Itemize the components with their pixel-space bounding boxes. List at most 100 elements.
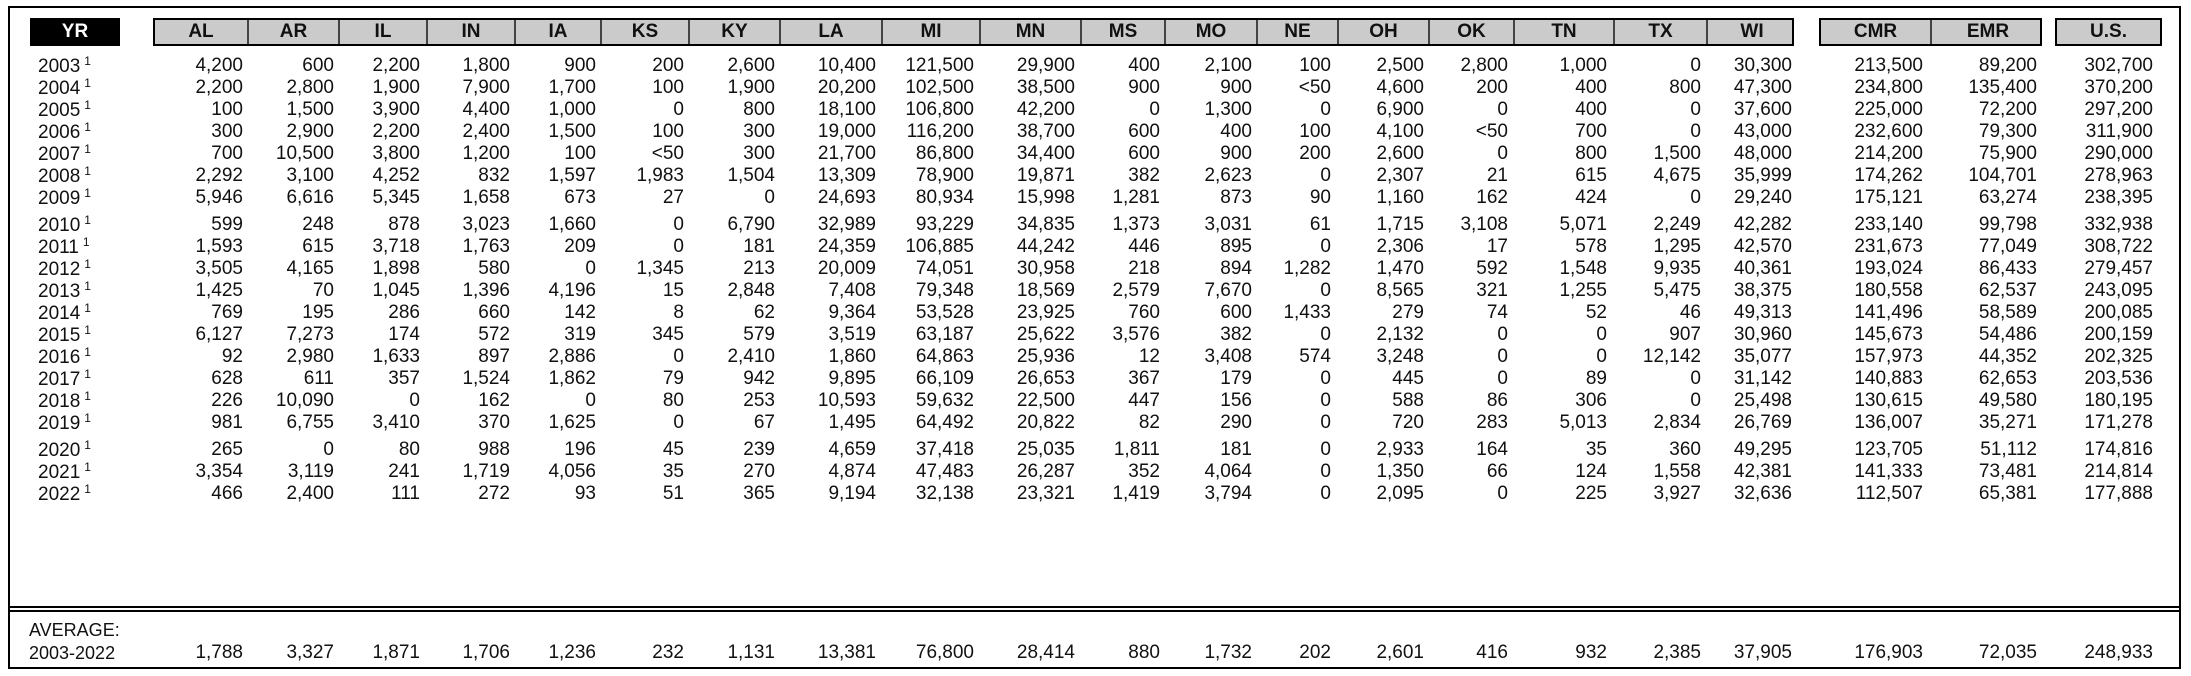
table-cell: 22,500 bbox=[1016, 390, 1075, 411]
table-cell: 48,000 bbox=[1733, 143, 1792, 164]
table-cell: 9,895 bbox=[828, 368, 876, 389]
table-cell: 5,345 bbox=[372, 187, 420, 208]
table-cell: 0 bbox=[1497, 99, 1508, 120]
table-cell: 1,763 bbox=[462, 236, 510, 257]
table-cell: 0 bbox=[585, 390, 596, 411]
table-cell: 1,558 bbox=[1653, 461, 1701, 482]
table-cell: 10,400 bbox=[817, 55, 876, 76]
table-cell: 290 bbox=[1220, 412, 1252, 433]
table-cell: 66,109 bbox=[915, 368, 974, 389]
table-cell: 400 bbox=[1220, 121, 1252, 142]
table-cell: 0 bbox=[1596, 346, 1607, 367]
table-cell: 2,933 bbox=[1376, 439, 1424, 460]
footnote-marker: 1 bbox=[84, 438, 91, 452]
footnote-marker: 1 bbox=[84, 213, 91, 227]
table-cell: 3,031 bbox=[1204, 214, 1252, 235]
table-cell: 2,600 bbox=[727, 55, 775, 76]
table-cell: 4,252 bbox=[372, 165, 420, 186]
table-cell: 64,863 bbox=[915, 346, 974, 367]
year-value: 2022 bbox=[38, 484, 81, 505]
table-cell: 116,200 bbox=[906, 121, 974, 142]
table-cell: 0 bbox=[1320, 165, 1331, 186]
table-cell: 2,307 bbox=[1376, 165, 1424, 186]
table-cell: 720 bbox=[1392, 412, 1424, 433]
table-cell: 800 bbox=[1575, 143, 1607, 164]
table-cell: 306 bbox=[1575, 390, 1607, 411]
table-cell: 0 bbox=[673, 99, 684, 120]
table-cell: 32,138 bbox=[915, 483, 974, 504]
table-cell: 0 bbox=[1320, 368, 1331, 389]
table-cell: 162 bbox=[1476, 187, 1508, 208]
table-cell: 35,077 bbox=[1733, 346, 1792, 367]
year-value: 2005 bbox=[38, 100, 81, 121]
table-cell: 2,900 bbox=[286, 121, 334, 142]
footnote-marker: 1 bbox=[84, 120, 91, 134]
year-cell: 2007 1 bbox=[38, 143, 91, 166]
table-cell: 92 bbox=[221, 346, 243, 367]
table-cell: 2,800 bbox=[286, 77, 334, 98]
average-cell: 1,131 bbox=[727, 642, 775, 663]
footer-divider-inner bbox=[10, 610, 2179, 612]
year-cell: 2020 1 bbox=[38, 438, 91, 462]
year-value: 2018 bbox=[38, 391, 81, 412]
table-cell: 579 bbox=[743, 324, 775, 345]
table-cell: 300 bbox=[211, 121, 243, 142]
table-cell: 80 bbox=[662, 390, 684, 411]
table-cell: 62 bbox=[753, 302, 775, 323]
table-cell: 239 bbox=[743, 439, 775, 460]
table-cell: 145,673 bbox=[1854, 324, 1923, 345]
table-cell: 49,313 bbox=[1733, 302, 1792, 323]
table-cell: 80 bbox=[398, 439, 420, 460]
table-cell: 897 bbox=[478, 346, 510, 367]
table-cell: 29,900 bbox=[1016, 55, 1075, 76]
table-cell: 40,361 bbox=[1733, 258, 1792, 279]
footnote-marker: 1 bbox=[84, 76, 91, 90]
table-cell: 599 bbox=[211, 214, 243, 235]
table-cell: 70 bbox=[312, 280, 334, 301]
average-cell: 1,732 bbox=[1204, 642, 1252, 663]
table-cell: 600 bbox=[1128, 121, 1160, 142]
state-header-il: IL bbox=[338, 20, 426, 44]
table-cell: 286 bbox=[388, 302, 420, 323]
table-cell: 3,927 bbox=[1653, 483, 1701, 504]
table-cell: 800 bbox=[743, 99, 775, 120]
table-cell: 37,600 bbox=[1733, 99, 1792, 120]
table-cell: 1,900 bbox=[727, 77, 775, 98]
table-cell: 74,051 bbox=[915, 258, 974, 279]
table-cell: 19,000 bbox=[817, 121, 876, 142]
footnote-marker: 1 bbox=[84, 98, 91, 112]
table-cell: 200 bbox=[1299, 143, 1331, 164]
table-cell: <50 bbox=[651, 143, 684, 164]
table-cell: 93 bbox=[574, 483, 596, 504]
table-cell: 136,007 bbox=[1854, 412, 1923, 433]
state-header-ks: KS bbox=[600, 20, 688, 44]
table-cell: 1,300 bbox=[1204, 99, 1252, 120]
table-cell: 174,816 bbox=[2084, 439, 2153, 460]
average-cell: 932 bbox=[1575, 642, 1607, 663]
table-cell: 135,400 bbox=[1968, 77, 2037, 98]
table-cell: 446 bbox=[1128, 236, 1160, 257]
footnote-marker: 1 bbox=[84, 389, 91, 403]
table-cell: 200 bbox=[652, 55, 684, 76]
table-cell: 79,300 bbox=[1978, 121, 2037, 142]
table-cell: 300 bbox=[743, 143, 775, 164]
table-cell: 2,132 bbox=[1376, 324, 1424, 345]
table-cell: 225 bbox=[1575, 483, 1607, 504]
year-cell: 2014 1 bbox=[38, 302, 91, 325]
table-cell: 203,536 bbox=[2084, 368, 2153, 389]
table-cell: 106,800 bbox=[905, 99, 974, 120]
table-cell: 0 bbox=[673, 412, 684, 433]
year-value: 2011 bbox=[38, 237, 79, 258]
table-cell: 3,108 bbox=[1460, 214, 1508, 235]
table-cell: 3,100 bbox=[286, 165, 334, 186]
table-cell: 1,983 bbox=[636, 165, 684, 186]
table-cell: 124 bbox=[1575, 461, 1607, 482]
table-cell: 44,352 bbox=[1978, 346, 2037, 367]
table-cell: 24,359 bbox=[817, 236, 876, 257]
table-cell: 25,035 bbox=[1016, 439, 1075, 460]
table-cell: 400 bbox=[1128, 55, 1160, 76]
table-cell: 1,345 bbox=[636, 258, 684, 279]
footnote-marker: 1 bbox=[84, 323, 91, 337]
table-cell: 700 bbox=[211, 143, 243, 164]
state-header-la: LA bbox=[779, 20, 881, 44]
